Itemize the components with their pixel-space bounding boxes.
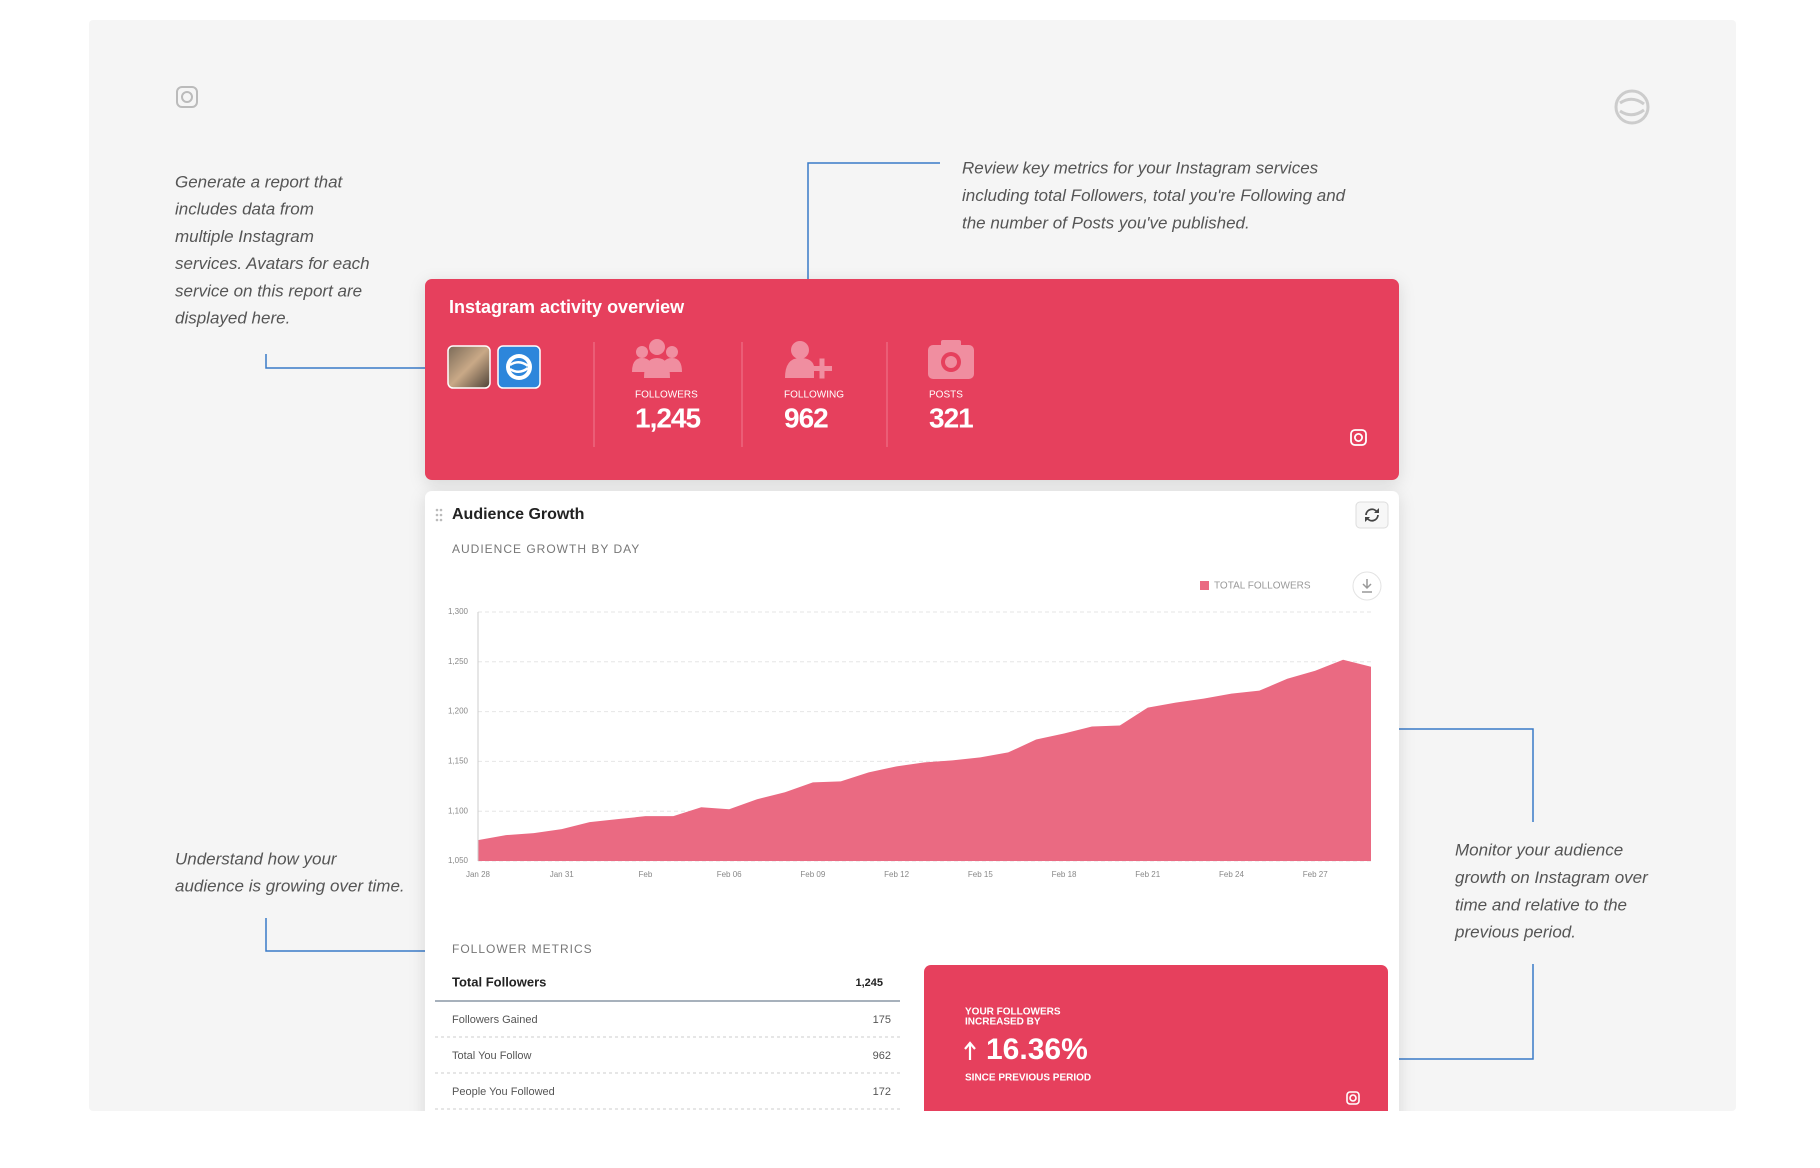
instagram-icon xyxy=(1346,1091,1360,1105)
x-tick-label: Jan 31 xyxy=(550,870,575,879)
avatar xyxy=(447,345,491,389)
callout-footer: SINCE PREVIOUS PERIOD xyxy=(965,1073,1091,1084)
up-arrow xyxy=(964,1041,976,1060)
x-tick-label: Feb 09 xyxy=(800,870,825,879)
stat-value: 321 xyxy=(929,402,973,433)
callout-heading: INCREASED BY xyxy=(965,1017,1041,1028)
annotation-line: services. Avatars for each xyxy=(175,254,370,273)
avatar xyxy=(497,345,541,389)
annotation-line: audience is growing over time. xyxy=(175,876,405,895)
x-tick-label: Feb xyxy=(639,870,653,879)
overview-title: Instagram activity overview xyxy=(449,297,685,317)
dividers xyxy=(593,342,888,447)
annotation-line: displayed here. xyxy=(175,308,290,327)
annotation-line: multiple Instagram xyxy=(175,227,314,246)
row-value: 962 xyxy=(873,1050,891,1062)
stat-value: 1,245 xyxy=(635,402,700,433)
x-tick-label: Feb 06 xyxy=(717,870,742,879)
x-tick-label: Feb 18 xyxy=(1052,870,1077,879)
row-value: 175 xyxy=(873,1014,891,1026)
legend-label: TOTAL FOLLOWERS xyxy=(1214,581,1311,592)
y-tick-label: 1,150 xyxy=(448,757,469,766)
stat-label: FOLLOWERS xyxy=(635,390,698,401)
x-tick-label: Feb 21 xyxy=(1135,870,1160,879)
stat-label: POSTS xyxy=(929,390,963,401)
annotation-line: growth on Instagram over xyxy=(1455,868,1649,887)
callout-heading: YOUR FOLLOWERS xyxy=(965,1007,1061,1018)
refresh-button[interactable] xyxy=(1355,501,1389,529)
download-button[interactable] xyxy=(1352,571,1382,601)
y-tick-label: 1,300 xyxy=(448,607,469,616)
y-tick-label: 1,250 xyxy=(448,657,469,666)
annotation-line: the number of Posts you've published. xyxy=(962,213,1250,232)
connectors xyxy=(265,162,1534,1060)
area xyxy=(478,659,1371,861)
annotation-line: Monitor your audience xyxy=(1455,840,1623,859)
annotation-line: service on this report are xyxy=(175,281,362,300)
annotation-line: including total Followers, total you're … xyxy=(962,186,1346,205)
callout-card xyxy=(924,965,1388,1111)
x-tick-label: Feb 12 xyxy=(884,870,909,879)
overview-card xyxy=(425,279,1399,480)
row-label: Followers Gained xyxy=(452,1014,538,1026)
x-tick-label: Feb 27 xyxy=(1303,870,1328,879)
annotation-line: previous period. xyxy=(1454,923,1576,942)
annotation-line: time and relative to the xyxy=(1455,895,1627,914)
annotation-line: Generate a report that xyxy=(175,172,344,191)
section-title: FOLLOWER METRICS xyxy=(452,942,593,956)
x-tick-label: Feb 24 xyxy=(1219,870,1244,879)
followers-icon xyxy=(632,339,682,378)
annotation-line: includes data from xyxy=(175,200,314,219)
y-tick-label: 1,100 xyxy=(448,806,469,815)
card-title: Audience Growth xyxy=(452,506,584,523)
x-tick-label: Feb 15 xyxy=(968,870,993,879)
callout-value: 16.36% xyxy=(986,1033,1088,1066)
row-value: 172 xyxy=(873,1086,891,1098)
y-tick-label: 1,050 xyxy=(448,856,469,865)
stat-label: FOLLOWING xyxy=(784,390,844,401)
row-label: Total Followers xyxy=(452,974,546,989)
annotation-line: Review key metrics for your Instagram se… xyxy=(962,158,1319,177)
drag-handle xyxy=(435,508,443,522)
posts-icon xyxy=(928,340,974,379)
y-tick-label: 1,200 xyxy=(448,707,469,716)
instagram-icon xyxy=(1350,429,1367,446)
x-tick-label: Jan 28 xyxy=(466,870,491,879)
annotation-line: Understand how your xyxy=(175,849,338,868)
legend-swatch xyxy=(1200,581,1209,590)
following-icon xyxy=(785,341,832,379)
row-label: People You Followed xyxy=(452,1086,555,1098)
brand-logo xyxy=(1614,89,1650,125)
chart-title: AUDIENCE GROWTH BY DAY xyxy=(452,542,640,556)
row-label: Total You Follow xyxy=(452,1050,532,1062)
instagram-icon xyxy=(176,86,198,108)
row-value: 1,245 xyxy=(855,977,883,989)
stat-value: 962 xyxy=(784,402,828,433)
